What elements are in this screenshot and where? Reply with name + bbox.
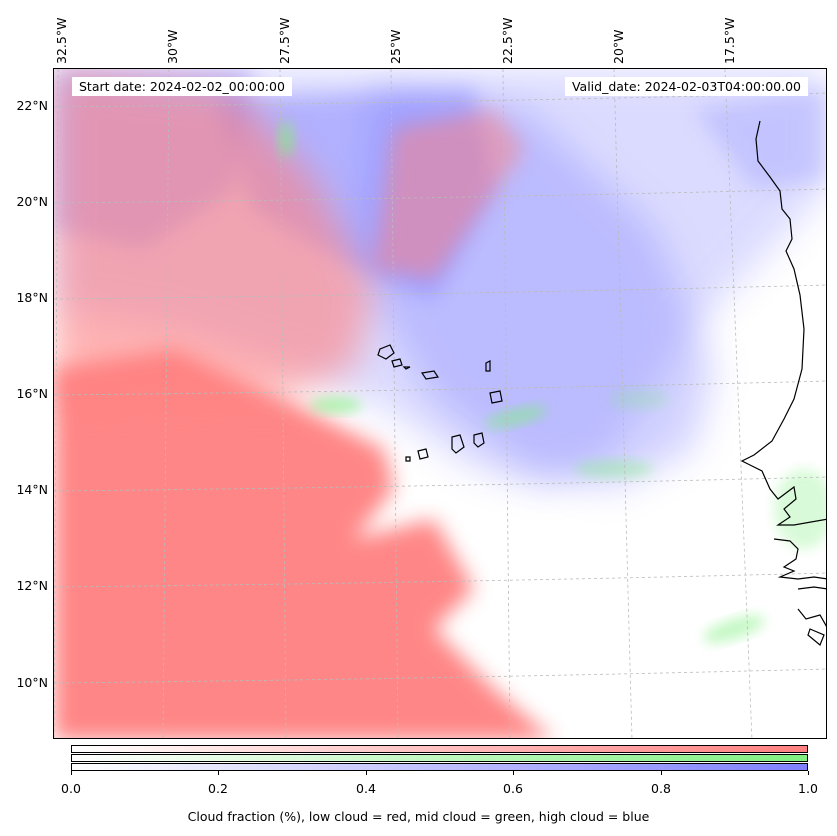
cape-verde-island — [391, 358, 403, 368]
lat-label: 18°N — [16, 290, 48, 305]
colorbar-tick — [513, 771, 514, 775]
low-cloud-region — [54, 349, 552, 738]
colorbar-tick — [808, 771, 809, 775]
colorbar-mid-cloud — [71, 754, 808, 762]
cape-verde-island — [473, 432, 485, 448]
lon-label: 25°W — [388, 29, 403, 64]
lon-label: 22.5°W — [500, 17, 515, 64]
colorbar-tick-label: 0.4 — [356, 781, 376, 796]
colorbar-tick — [661, 771, 662, 775]
low-cloud-layer — [54, 69, 552, 738]
mid-cloud-patch — [609, 389, 669, 409]
lat-label: 20°N — [16, 194, 48, 209]
lat-label: 10°N — [16, 675, 48, 690]
lon-label: 20°W — [611, 29, 626, 64]
low-cloud-plume — [374, 109, 524, 279]
colorbar-tick-label: 0.0 — [61, 781, 81, 796]
lon-label: 30°W — [165, 29, 180, 64]
colorbar-tick-label: 0.6 — [503, 781, 523, 796]
lon-label: 17.5°W — [722, 17, 737, 64]
cloud-field-map — [54, 69, 826, 738]
mid-cloud-layer — [278, 121, 826, 643]
lat-label: 16°N — [16, 386, 48, 401]
cape-verde-island — [377, 344, 395, 360]
mid-cloud-patch — [703, 615, 765, 643]
colorbar-tick — [218, 771, 219, 775]
colorbar-tick-label: 0.2 — [208, 781, 228, 796]
mid-cloud-patch — [484, 406, 548, 428]
map-panel: Start date: 2024-02-02_00:00:00 Valid_da… — [53, 68, 827, 739]
colorbar-tick-label: 0.8 — [651, 781, 671, 796]
cape-verde-island — [417, 448, 429, 460]
colorbar-tick — [71, 771, 72, 775]
cape-verde-island — [405, 456, 411, 462]
cape-verde-island — [485, 360, 491, 372]
mid-cloud-patch — [310, 397, 362, 413]
mid-cloud-patch — [574, 460, 654, 478]
cape-verde-island — [420, 370, 440, 380]
colorbar — [71, 745, 808, 771]
cape-verde-island — [489, 390, 503, 404]
start-date-label: Start date: 2024-02-02_00:00:00 — [72, 77, 292, 96]
mid-cloud-patch — [774, 469, 826, 549]
cape-verde-island — [451, 434, 465, 454]
low-cloud-north — [54, 69, 374, 409]
mid-cloud-patch — [278, 121, 294, 157]
colorbar-tick — [366, 771, 367, 775]
lat-label: 14°N — [16, 482, 48, 497]
lon-label: 27.5°W — [277, 17, 292, 64]
cape-verde-island — [402, 366, 411, 370]
lat-label: 22°N — [16, 98, 48, 113]
colorbar-high-cloud — [71, 763, 808, 771]
colorbar-tick-label: 1.0 — [798, 781, 818, 796]
colorbar-low-cloud — [71, 745, 808, 753]
high-cloud-north-east — [694, 89, 826, 189]
lon-label: 32.5°W — [54, 17, 69, 64]
valid-date-label: Valid_date: 2024-02-03T04:00:00.00 — [564, 77, 808, 96]
graticule — [54, 69, 826, 738]
lat-label: 12°N — [16, 578, 48, 593]
africa-coastline — [740, 120, 826, 646]
colorbar-caption: Cloud fraction (%), low cloud = red, mid… — [187, 809, 650, 824]
coastlines — [377, 120, 826, 646]
